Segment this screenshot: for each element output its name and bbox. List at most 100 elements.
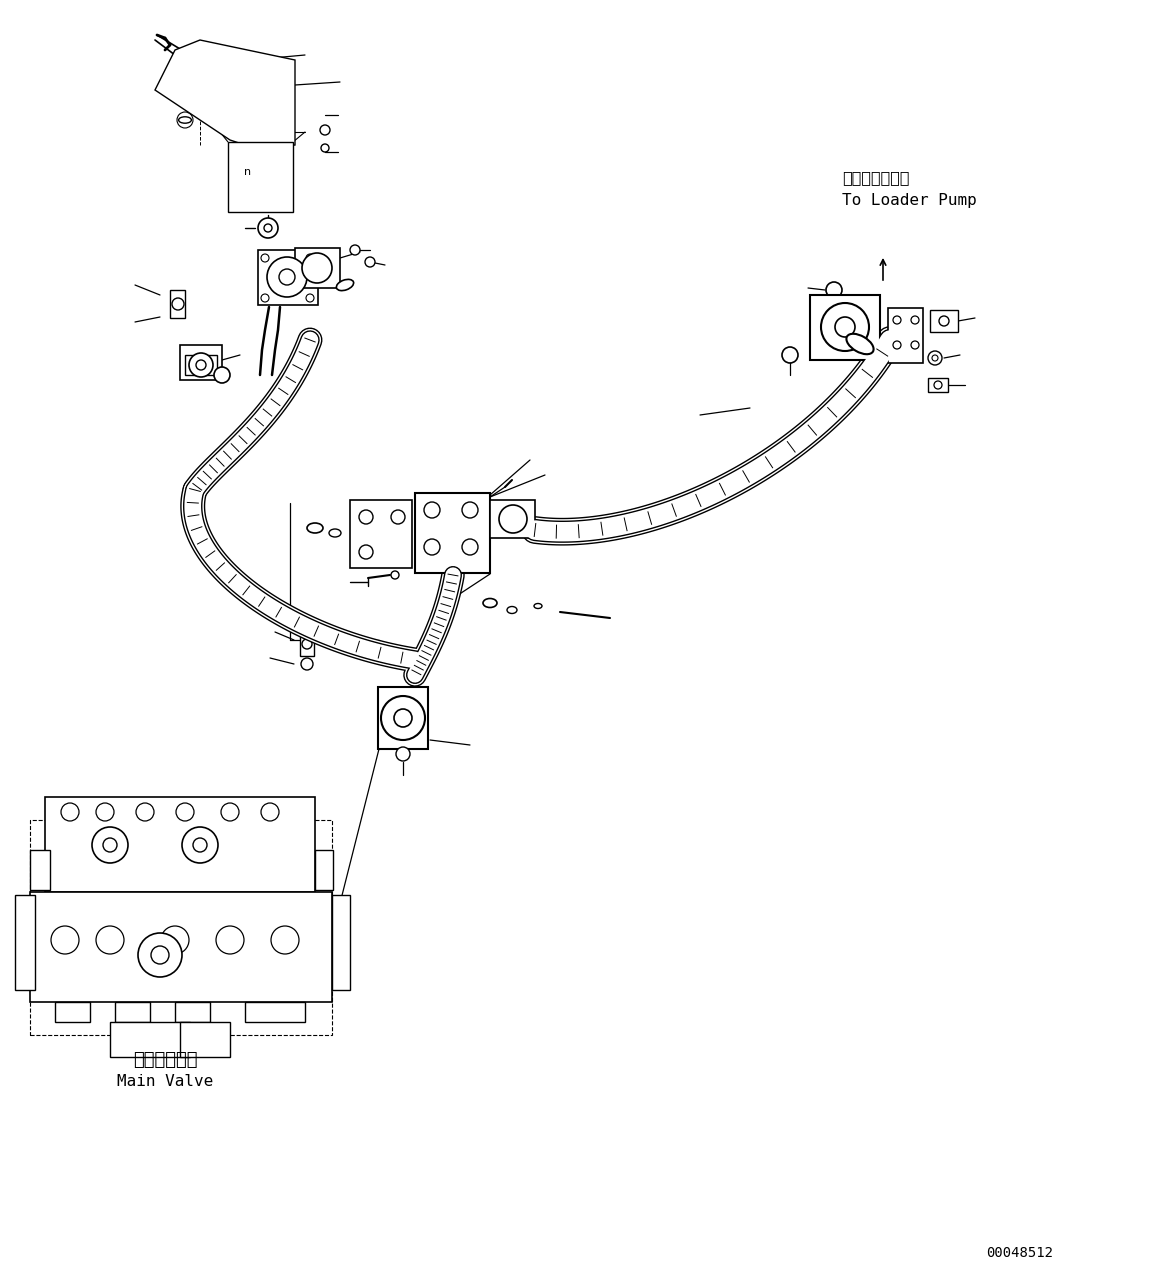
Bar	[889, 308, 923, 364]
Circle shape	[424, 539, 440, 556]
Circle shape	[104, 838, 117, 852]
Circle shape	[826, 282, 842, 298]
Circle shape	[359, 545, 373, 559]
Circle shape	[176, 803, 194, 820]
Circle shape	[381, 696, 424, 740]
Circle shape	[227, 67, 243, 83]
Bar	[228, 142, 293, 212]
Circle shape	[934, 381, 942, 389]
Circle shape	[306, 253, 314, 262]
Circle shape	[221, 803, 240, 820]
Text: Main Valve: Main Valve	[116, 1074, 213, 1089]
Circle shape	[216, 925, 244, 954]
Bar	[490, 500, 535, 538]
Circle shape	[261, 253, 269, 262]
Bar	[295, 248, 340, 288]
Circle shape	[197, 360, 206, 370]
Ellipse shape	[534, 603, 542, 608]
Circle shape	[359, 509, 373, 524]
Circle shape	[821, 303, 869, 351]
Bar	[30, 892, 331, 1002]
Bar	[180, 346, 222, 380]
Bar	[30, 850, 50, 890]
Bar	[350, 500, 412, 568]
Circle shape	[190, 353, 213, 378]
Circle shape	[264, 224, 272, 232]
Circle shape	[60, 803, 79, 820]
Text: n: n	[244, 166, 251, 177]
Bar	[258, 250, 317, 305]
Bar	[180, 1021, 230, 1057]
Circle shape	[893, 316, 901, 324]
Bar	[930, 310, 958, 332]
Circle shape	[138, 933, 181, 977]
Circle shape	[151, 946, 169, 964]
Text: To Loader Pump: To Loader Pump	[842, 192, 977, 207]
Circle shape	[279, 269, 295, 285]
Circle shape	[391, 571, 399, 579]
Circle shape	[301, 658, 313, 669]
Circle shape	[395, 748, 411, 762]
Bar	[315, 850, 333, 890]
Circle shape	[462, 539, 478, 556]
Bar	[55, 1002, 90, 1021]
Bar	[331, 895, 350, 989]
Circle shape	[193, 838, 207, 852]
Bar	[170, 291, 185, 317]
Bar	[185, 355, 217, 375]
Circle shape	[227, 111, 243, 128]
Circle shape	[306, 294, 314, 302]
Circle shape	[271, 925, 299, 954]
Circle shape	[181, 827, 217, 863]
Bar	[45, 797, 315, 892]
Circle shape	[939, 316, 949, 326]
Circle shape	[462, 502, 478, 518]
Circle shape	[391, 509, 405, 524]
Circle shape	[302, 639, 312, 649]
Circle shape	[160, 925, 190, 954]
Circle shape	[172, 298, 184, 310]
Text: 00048512: 00048512	[986, 1245, 1054, 1260]
Ellipse shape	[336, 279, 354, 291]
Text: メインバルブ: メインバルブ	[133, 1051, 198, 1069]
Circle shape	[302, 253, 331, 283]
Circle shape	[320, 125, 330, 134]
Circle shape	[350, 244, 361, 255]
Circle shape	[835, 317, 855, 337]
Circle shape	[97, 803, 114, 820]
Circle shape	[258, 218, 278, 238]
Circle shape	[267, 257, 307, 297]
Circle shape	[177, 67, 193, 83]
Bar	[115, 1002, 150, 1021]
Ellipse shape	[307, 524, 323, 532]
Circle shape	[97, 925, 124, 954]
Ellipse shape	[847, 334, 873, 355]
Circle shape	[928, 351, 942, 365]
Circle shape	[261, 803, 279, 820]
Polygon shape	[155, 40, 295, 150]
Ellipse shape	[329, 529, 341, 538]
Text: ローダポンプへ: ローダポンプへ	[842, 170, 909, 186]
Circle shape	[214, 367, 230, 383]
Bar	[110, 1021, 190, 1057]
Bar	[928, 378, 948, 392]
Bar	[809, 294, 880, 360]
Circle shape	[92, 827, 128, 863]
Circle shape	[911, 340, 919, 349]
Circle shape	[261, 294, 269, 302]
Circle shape	[177, 111, 193, 128]
Circle shape	[499, 506, 527, 532]
Bar	[174, 1002, 211, 1021]
Circle shape	[321, 143, 329, 152]
Circle shape	[365, 257, 374, 268]
Ellipse shape	[507, 607, 518, 613]
Circle shape	[911, 316, 919, 324]
Circle shape	[782, 347, 798, 364]
Bar	[30, 820, 331, 1036]
Circle shape	[394, 709, 412, 727]
Circle shape	[424, 502, 440, 518]
Bar	[300, 632, 314, 655]
Bar	[378, 687, 428, 749]
Ellipse shape	[483, 599, 497, 608]
Circle shape	[51, 925, 79, 954]
